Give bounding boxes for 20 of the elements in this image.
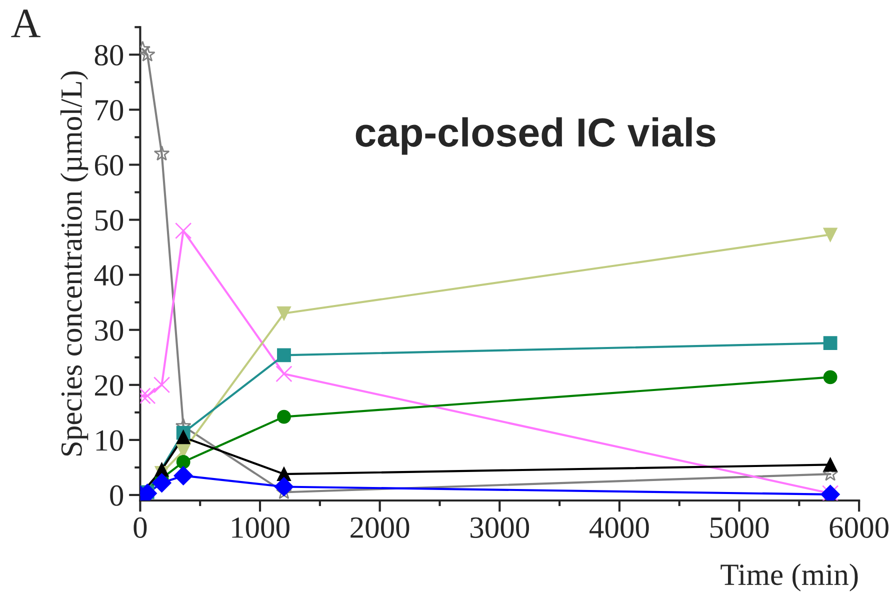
y-axis-title: Species concentration (µmol/L) [60, 71, 88, 456]
y-tick-label: 70 [96, 100, 124, 121]
x-tick-label: 3000 [470, 517, 530, 538]
text: cap-closed IC vials [356, 117, 716, 155]
y-tick-label: 0 [110, 485, 124, 506]
x-tick-label: 0 [134, 517, 147, 538]
y-tick-label: 30 [95, 320, 124, 341]
y-tick-label: 10 [96, 430, 124, 451]
x-tick-label: 4000 [589, 517, 649, 538]
y-tick-label: 40 [94, 265, 124, 286]
text: A [11, 10, 40, 38]
x-axis-title: Time (min) [720, 564, 858, 592]
y-tick-label: 60 [94, 155, 124, 176]
x-tick-label: 6000 [830, 517, 888, 538]
y-tick-label: 80 [94, 44, 124, 66]
x-tick-label: 2000 [350, 517, 410, 538]
y-tick-label: 20 [95, 375, 124, 396]
x-tick-label: 5000 [710, 517, 769, 538]
y-tick-label: 50 [95, 210, 124, 231]
x-tick-label: 1000 [232, 517, 290, 538]
